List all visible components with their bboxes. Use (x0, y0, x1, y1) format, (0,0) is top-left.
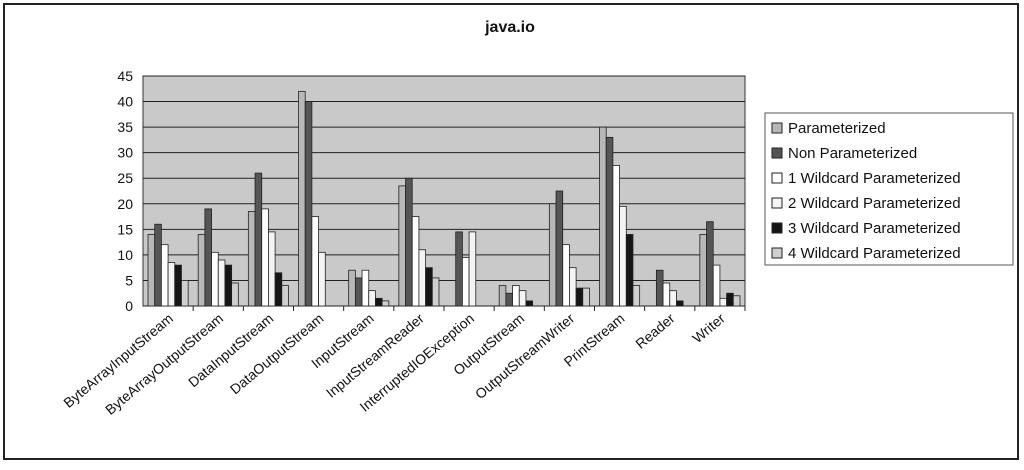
bar (368, 290, 376, 307)
bar (361, 269, 370, 307)
bar (461, 257, 470, 307)
legend-label: 3 Wildcard Parameterized (788, 220, 961, 237)
y-tick-label: 25 (117, 170, 133, 186)
bar (147, 234, 156, 307)
bar (431, 277, 440, 307)
bar (311, 216, 319, 307)
y-tick-label: 20 (117, 196, 133, 212)
legend-swatch (771, 122, 783, 134)
bar (632, 285, 641, 307)
legend-label: 1 Wildcard Parameterized (788, 170, 961, 187)
y-tick-label: 40 (117, 94, 133, 110)
y-tick-label: 0 (125, 298, 133, 314)
y-tick-label: 5 (125, 272, 133, 288)
bar (381, 300, 390, 307)
bar (375, 297, 383, 307)
bar (204, 208, 212, 307)
y-tick-label: 30 (117, 145, 133, 161)
bar (548, 203, 557, 307)
bar (455, 231, 463, 307)
bar (562, 244, 570, 307)
bar (405, 177, 413, 307)
bar (268, 231, 276, 307)
bar (261, 208, 269, 307)
bar (612, 165, 620, 307)
bar (512, 285, 520, 307)
legend-swatch (771, 222, 783, 234)
bar (498, 285, 507, 307)
y-tick-label: 15 (117, 221, 133, 237)
bar (318, 251, 326, 307)
y-tick-label: 45 (117, 68, 133, 84)
legend-swatch (771, 172, 783, 184)
legend-label: 2 Wildcard Parameterized (788, 195, 961, 212)
bar (418, 249, 427, 307)
bar (411, 216, 420, 307)
bar (732, 295, 741, 307)
bar (197, 234, 206, 307)
bar (575, 287, 584, 307)
bar (181, 280, 189, 307)
legend-label: 4 Wildcard Parameterized (788, 245, 961, 262)
bar (625, 234, 634, 307)
bar (555, 190, 564, 307)
bar (712, 264, 721, 307)
bar (518, 290, 527, 307)
bar (525, 300, 534, 307)
legend-swatch (771, 247, 783, 259)
bar (211, 251, 219, 307)
bar (669, 290, 677, 307)
bar (298, 90, 306, 307)
bar (582, 287, 590, 307)
y-tick-label: 35 (117, 119, 133, 135)
bar (468, 231, 477, 307)
bar (154, 223, 162, 307)
bar (699, 234, 707, 307)
bar (217, 259, 226, 307)
chart-title: java.io (484, 19, 535, 36)
legend-label: Non Parameterized (788, 145, 917, 162)
bar (274, 272, 283, 307)
legend-label: Parameterized (788, 120, 886, 137)
bar (167, 262, 176, 307)
bar (505, 292, 513, 307)
y-tick-label: 10 (117, 247, 133, 263)
bar (619, 205, 627, 307)
bar (354, 277, 363, 307)
bar (247, 211, 256, 307)
bar (281, 285, 289, 307)
bar (676, 300, 684, 307)
bar (174, 264, 182, 307)
bar (719, 297, 728, 307)
bar (655, 269, 664, 307)
bar (425, 267, 433, 307)
bar (726, 292, 734, 307)
bar (569, 267, 577, 307)
bar (224, 264, 233, 307)
bar (231, 282, 239, 307)
bar (662, 282, 671, 307)
bar (605, 136, 614, 307)
plot-area (142, 75, 746, 307)
legend-swatch (771, 147, 783, 159)
legend-swatch (771, 197, 783, 209)
bar (398, 185, 406, 307)
bar (160, 244, 169, 307)
bar (348, 269, 356, 307)
bar (254, 172, 263, 307)
bar (706, 221, 714, 307)
legend (764, 112, 1014, 266)
bar (599, 126, 607, 307)
bar (304, 101, 313, 307)
